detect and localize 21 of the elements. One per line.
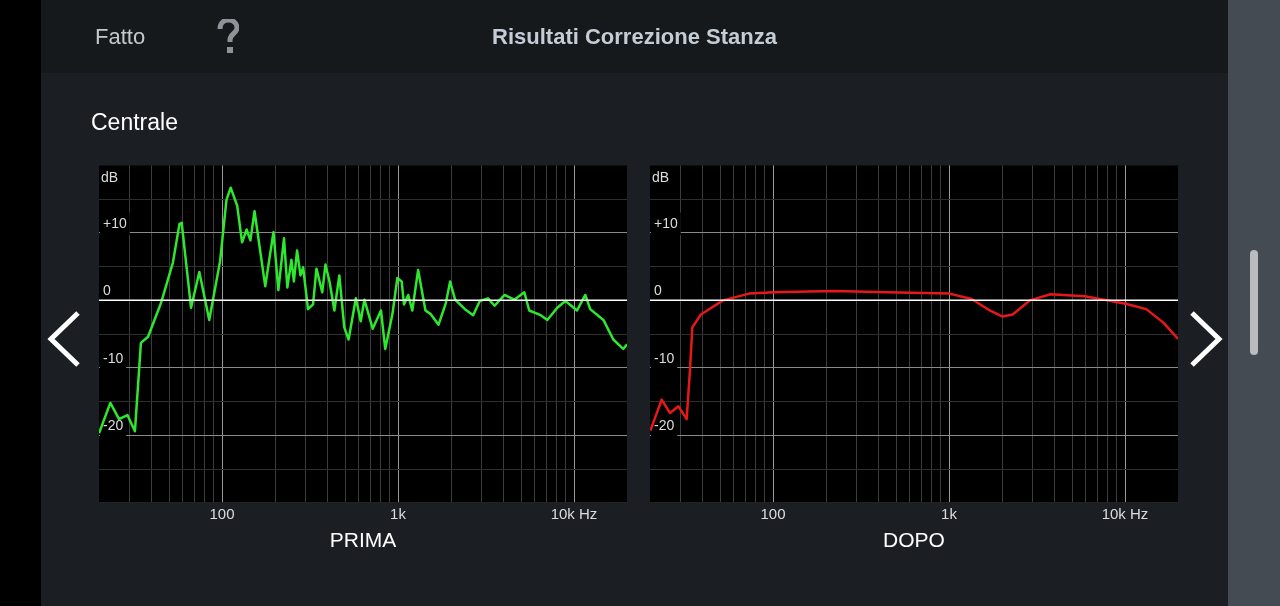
x-axis-title: DOPO [883, 528, 945, 552]
y-tick-label: +10 [654, 214, 678, 231]
y-axis-title: dB [101, 169, 119, 186]
x-tick-label: 1k [390, 504, 407, 522]
y-tick-label: 0 [103, 282, 111, 299]
x-axis-title: PRIMA [329, 528, 397, 552]
x-tick-label: 100 [209, 504, 235, 522]
y-axis-title: dB [652, 169, 670, 186]
chart-title: Risultati Correzione Stanza [492, 24, 777, 49]
x-tick-label: 100 [760, 504, 786, 522]
y-tick-label: +10 [103, 214, 127, 231]
chart-subtitle: Centrale [91, 109, 178, 136]
y-tick-label: -20 [103, 417, 124, 434]
y-tick-label: -10 [654, 349, 675, 366]
y-tick-label: 0 [654, 282, 662, 299]
x-tick-label: 1k [941, 504, 958, 522]
y-tick-label: -10 [103, 349, 124, 366]
text: Fatto [95, 24, 146, 50]
x-tick-label: 10k Hz [550, 504, 598, 522]
x-tick-label: 10k Hz [1101, 504, 1149, 522]
y-tick-label: -20 [654, 417, 675, 434]
